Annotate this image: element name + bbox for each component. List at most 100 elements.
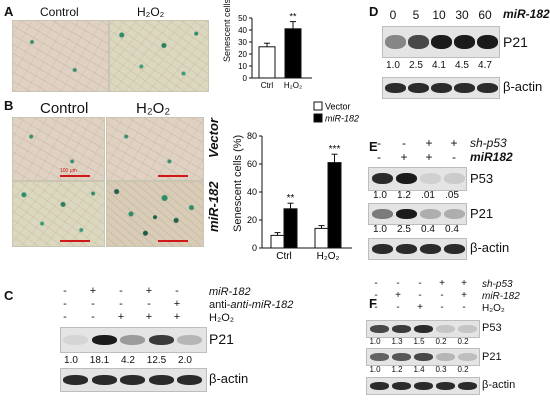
panel-f-p21-band-1 — [392, 353, 411, 361]
panel-c-p21-value-3: 12.5 — [146, 355, 167, 366]
panel-b-legend-label-0: Vector — [325, 102, 351, 112]
panel-f-p21-band-4 — [458, 353, 477, 361]
panel-f-p53-value-2: 1.5 — [413, 337, 425, 346]
panel-e-actin-band-0 — [372, 244, 393, 254]
panel-f-actin-band-4 — [458, 382, 477, 390]
panel-e-p21-value-0: 1.0 — [373, 224, 387, 235]
panel-d-actin-blot — [382, 77, 500, 99]
panel-e-p53-band-2 — [420, 173, 441, 184]
panel-b-mir182-h2o2-micrograph — [106, 181, 204, 247]
panel-c-p21-label: P21 — [209, 331, 234, 347]
panel-c-sign-r1-c4: + — [173, 298, 181, 310]
panel-b-chart: 0 20 40 60 80 Ctrl ** H₂O₂ *** Vector miR-182 — [247, 101, 359, 262]
panel-f-actin-band-1 — [392, 382, 411, 390]
panel-d-row-label: miR-182 — [503, 7, 550, 21]
panel-e-p21-band-3 — [444, 209, 465, 219]
panel-c-sign-r0-c2: - — [119, 285, 123, 297]
panel-b-annotation-1: *** — [329, 144, 341, 155]
panel-c-row-label-h2o2: H₂O₂ — [209, 312, 235, 324]
panel-b-ytick-label-2: 40 — [247, 187, 257, 197]
panel-c-p21-band-1 — [91, 335, 117, 345]
panel-f-p53-band-2 — [414, 325, 433, 333]
panel-b-letter: B — [4, 98, 14, 113]
panel-e-p53-label: P53 — [470, 171, 494, 186]
panel-b-xtick-label-1: H₂O₂ — [317, 251, 340, 262]
panel-b-ytick-label-1: 20 — [247, 215, 257, 225]
panel-f-row-label-shp53: sh-p53 — [482, 279, 513, 290]
panel-f-p53-blot — [366, 320, 480, 338]
panel-b-row-vector-label: Vector — [206, 118, 221, 158]
panel-e-p21-value-1: 2.5 — [397, 224, 411, 235]
panel-c-p21-value-4: 2.0 — [178, 355, 192, 366]
panel-c-sign-r0-c0: - — [63, 285, 67, 297]
panel-f-actin-label: β-actin — [482, 379, 516, 391]
panel-c-sign-r2-c0: - — [63, 311, 67, 323]
scale-bar-1 — [60, 175, 90, 177]
panel-f-p53-band-3 — [436, 325, 455, 333]
panel-e-actin-blot — [368, 238, 467, 260]
panel-d-p21-value-0: 1.0 — [386, 60, 400, 71]
panel-b-bar-0-1 — [283, 208, 298, 249]
panel-d-timepoint-1: 5 — [412, 8, 420, 22]
panel-f-actin-band-2 — [414, 382, 433, 390]
panel-f-p21-label: P21 — [482, 351, 502, 363]
panel-d-p21-value-3: 4.5 — [455, 60, 469, 71]
panel-d-p21-band-1 — [408, 35, 429, 49]
panel-d-timepoint-2: 10 — [432, 8, 446, 22]
panel-c-sign-r2-c3: + — [145, 311, 153, 323]
panel-c-p21-value-0: 1.0 — [64, 355, 78, 366]
panel-e-p53-value-0: 1.0 — [373, 190, 387, 201]
panel-f-p21-value-3: 0.3 — [435, 365, 447, 374]
panel-a-ytick-label-2: 20 — [238, 50, 247, 59]
panel-a-annotation-0: ** — [289, 12, 297, 22]
panel-c-p21-band-0 — [63, 335, 88, 345]
panel-a-xtick-label-0: Ctrl — [261, 81, 274, 90]
panel-f-actin-band-3 — [436, 382, 455, 390]
panel-d-actin-band-0 — [385, 83, 406, 93]
panel-e-p53-band-1 — [396, 173, 417, 184]
panel-a-h2o2-micrograph — [109, 20, 209, 92]
panel-d-p21-value-2: 4.1 — [432, 60, 446, 71]
panel-c-sign-r1-c2: - — [119, 298, 123, 310]
panel-f-sign-r0-c4: + — [461, 278, 467, 289]
panel-a-control-micrograph — [12, 20, 109, 92]
panel-b-bar-1-0 — [314, 227, 329, 249]
panel-e-sign-r0-c3: + — [450, 136, 458, 150]
panel-b-xtick-label-0: Ctrl — [276, 251, 292, 262]
panel-c-sign-r0-c4: - — [175, 285, 179, 297]
panel-f-p21-value-0: 1.0 — [369, 365, 381, 374]
panel-f-p53-label: P53 — [482, 322, 502, 334]
panel-f-sign-r0-c0: - — [374, 278, 378, 289]
panel-e-p21-label: P21 — [470, 206, 494, 221]
panel-a-xtick-label-1: H₂O₂ — [284, 81, 302, 90]
panel-f-p21-value-4: 0.2 — [457, 365, 469, 374]
panel-a-ytick-label-3: 30 — [238, 38, 247, 47]
panel-c-letter: C — [4, 288, 14, 303]
panel-f-p53-band-0 — [370, 325, 389, 333]
panel-c-p21-blot — [60, 327, 207, 353]
panel-e-sign-r1-c3: - — [452, 150, 456, 164]
panel-c-anti-mir182-text: anti-miR-182 — [230, 299, 294, 311]
panel-b-legend-swatch-0 — [313, 101, 323, 111]
panel-f-p53-value-0: 1.0 — [369, 337, 381, 346]
panel-d-actin-label: β-actin — [503, 79, 543, 94]
panel-c-actin-blot — [60, 368, 207, 392]
panel-c-p21-band-4 — [177, 335, 202, 345]
panel-b-bar-1-1 — [327, 162, 342, 249]
panel-f-p21-band-3 — [436, 353, 455, 361]
panel-f-p21-blot — [366, 348, 480, 366]
panel-f-p53-value-4: 0.2 — [457, 337, 469, 346]
panel-a-ytick-label-4: 40 — [238, 26, 247, 35]
panel-f-sign-r2-c2: + — [417, 302, 423, 313]
panel-e-actin-band-1 — [396, 244, 417, 254]
panel-d-timepoint-0: 0 — [389, 8, 397, 22]
panel-c-sign-r1-c0: - — [63, 298, 67, 310]
panel-f-p53-band-4 — [458, 325, 477, 333]
panel-b-control-label: Control — [40, 100, 89, 117]
panel-b-legend-label-1: miR-182 — [325, 114, 359, 124]
panel-f-p21-value-2: 1.4 — [413, 365, 425, 374]
panel-b-bar-0-0 — [270, 234, 285, 249]
panel-e-p21-band-0 — [372, 209, 393, 219]
panel-b-h2o2-label: H₂O₂ — [136, 100, 171, 117]
panel-f-letter: F — [369, 296, 377, 311]
